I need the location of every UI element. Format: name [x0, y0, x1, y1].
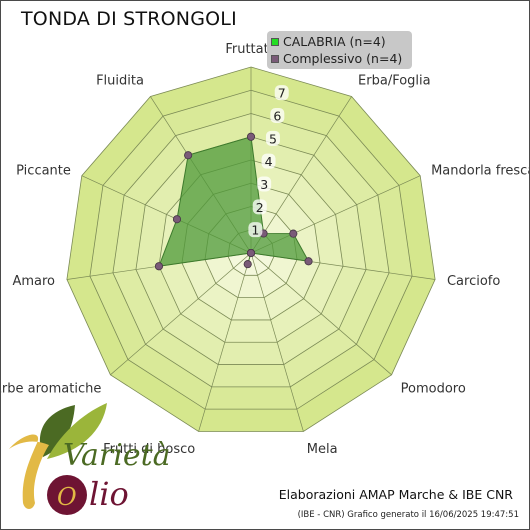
varieta-olio-logo: V arietà O lio	[9, 403, 171, 515]
tick-label: 1	[251, 223, 259, 238]
radar-spoke	[250, 252, 392, 376]
legend-swatch-calabria	[271, 37, 279, 46]
legend: CALABRIA (n=4) Complessivo (n=4)	[267, 31, 412, 69]
tick-label-bg	[261, 153, 276, 169]
axis-label: Erba/Foglia	[358, 73, 431, 88]
axis-label: Mandorla fresca	[431, 164, 529, 179]
radar-spoke	[250, 96, 352, 254]
logo-glyph-v: V	[63, 438, 88, 473]
data-point-complessivo	[289, 229, 298, 238]
axis-label: Fruttato	[225, 42, 276, 57]
tick-label: 5	[269, 131, 277, 146]
chart-title: TONDA DI STRONGOLI	[21, 8, 237, 30]
legend-label-calabria: CALABRIA (n=4)	[283, 34, 386, 49]
tick-label: 2	[256, 200, 264, 215]
logo-leaf-light	[47, 403, 107, 459]
data-point-complessivo	[172, 215, 181, 224]
logo-swoosh-gold	[9, 434, 49, 509]
axis-label: Frutti di bosco	[103, 442, 195, 457]
data-point-complessivo	[246, 132, 255, 141]
logo-word-varieta: arietà	[81, 438, 171, 473]
axis-label: Erbe aromatiche	[1, 382, 101, 397]
tick-label: 4	[265, 154, 273, 169]
footer-text: (IBE - CNR) Grafico generato il 16/06/20…	[297, 510, 519, 520]
axis-label: Fluidita	[96, 73, 144, 88]
axis-label: Carciofo	[447, 274, 500, 289]
tick-label: 7	[278, 86, 286, 101]
radar-spoke	[250, 252, 304, 432]
legend-item-complessivo: Complessivo (n=4)	[271, 51, 402, 66]
logo-olive	[47, 475, 87, 515]
legend-swatch-complessivo	[271, 54, 279, 63]
data-point-complessivo	[243, 260, 252, 269]
tick-label-bg	[265, 130, 280, 146]
tick-label: 6	[273, 109, 281, 124]
radar-axis-labels: Fruttato Erba/Foglia Mandorla fresca Carcio…	[1, 42, 529, 457]
tick-label-bg	[252, 199, 267, 215]
tick-label-bg	[257, 176, 272, 192]
radar-series	[154, 132, 313, 271]
axis-label: Pomodoro	[401, 382, 466, 397]
axis-label: Piccante	[16, 164, 71, 179]
tick-label-bg	[274, 85, 289, 101]
axis-label: Amaro	[12, 274, 55, 289]
radar-spoke	[110, 252, 252, 376]
radar-tick-labels: 1 2 3 4 5 6 7	[248, 85, 289, 238]
tick-label: 3	[260, 177, 268, 192]
legend-label-complessivo: Complessivo (n=4)	[283, 51, 403, 66]
axis-label: Mela	[307, 442, 338, 457]
data-point-complessivo	[304, 257, 313, 266]
tick-label-bg	[248, 222, 263, 238]
data-point-complessivo	[154, 262, 163, 271]
radar-spoke	[198, 252, 252, 432]
data-point-complessivo	[246, 248, 255, 257]
logo-word-olio: lio	[89, 475, 129, 513]
data-point-complessivo	[184, 151, 193, 160]
legend-item-calabria: CALABRIA (n=4)	[271, 34, 386, 49]
tick-label-bg	[270, 108, 285, 124]
credit-text: Elaborazioni AMAP Marche & IBE CNR	[278, 487, 513, 502]
logo-glyph-o: O	[57, 483, 77, 511]
logo-leaf-dark	[39, 405, 75, 457]
